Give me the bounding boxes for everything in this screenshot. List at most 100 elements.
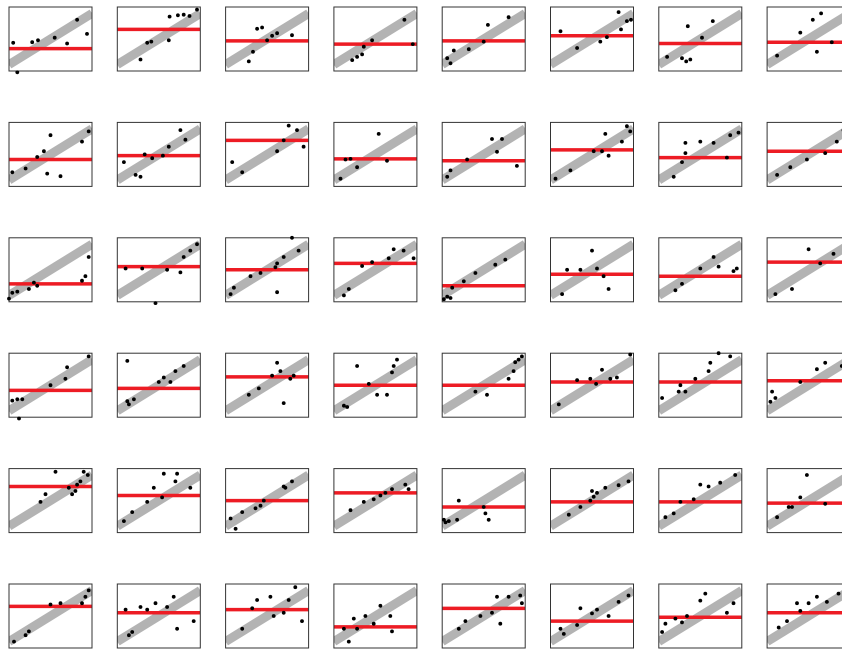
data-point (181, 364, 186, 368)
panel-plot-area (550, 124, 634, 184)
data-point (178, 270, 183, 275)
data-point (790, 287, 794, 291)
data-point (246, 59, 251, 64)
panel-r5-c4 (333, 468, 418, 534)
data-point (810, 17, 815, 22)
panel-frame (766, 6, 842, 72)
data-point (7, 296, 11, 301)
panel-plot-area (550, 9, 634, 69)
data-point (693, 376, 698, 381)
reference-line (117, 240, 201, 300)
data-point (150, 156, 155, 161)
data-point (834, 139, 839, 144)
data-point (81, 469, 86, 474)
data-point (603, 132, 608, 136)
data-point (578, 606, 583, 611)
data-point (401, 248, 406, 253)
data-point (558, 626, 563, 631)
panel-plot-area (225, 471, 309, 531)
data-point (615, 375, 619, 380)
panel-frame (116, 468, 201, 534)
data-point (171, 594, 176, 599)
data-point (366, 382, 371, 386)
data-point (560, 292, 564, 296)
data-point (123, 607, 128, 612)
data-point (706, 484, 711, 489)
data-point (130, 630, 135, 634)
panel-plot-area (333, 471, 417, 531)
data-point (616, 483, 621, 488)
reference-line (550, 355, 634, 415)
data-point (456, 626, 461, 631)
data-point (85, 473, 90, 477)
data-point (75, 482, 79, 487)
data-point (556, 402, 561, 407)
data-point (386, 256, 391, 261)
data-point (805, 473, 809, 477)
data-point (80, 601, 84, 606)
data-point (191, 619, 196, 623)
data-point (286, 123, 291, 128)
reference-line (9, 9, 92, 69)
data-point (32, 280, 36, 285)
data-point (175, 626, 180, 631)
data-point (698, 598, 703, 603)
data-point (35, 155, 40, 159)
data-point (383, 491, 388, 495)
data-point (671, 174, 676, 179)
data-point (230, 160, 235, 165)
data-point (676, 389, 681, 394)
reference-line (767, 243, 842, 300)
panel-r1-c7 (658, 6, 743, 72)
panel-frame (441, 468, 526, 534)
data-point (371, 621, 376, 626)
data-point (65, 365, 69, 370)
data-point (485, 392, 489, 397)
data-point (83, 274, 88, 279)
data-point (553, 176, 558, 181)
data-point (12, 639, 16, 644)
data-point (823, 501, 828, 506)
data-point (605, 35, 609, 39)
data-point (575, 623, 579, 627)
data-point (770, 389, 774, 394)
panel-plot-area (550, 355, 634, 415)
data-point (498, 621, 503, 626)
data-point (839, 364, 842, 368)
reference-line (225, 355, 309, 415)
data-point (481, 39, 486, 44)
data-point (626, 479, 631, 484)
panel-frame (766, 352, 842, 418)
reference-line (767, 474, 842, 531)
data-point (503, 257, 508, 262)
panel-frame (116, 583, 201, 649)
panel-plot-area (117, 124, 201, 184)
panel-plot-area (225, 240, 309, 300)
data-point (35, 283, 40, 288)
data-point (606, 153, 611, 158)
data-point (680, 56, 684, 61)
data-point (490, 137, 494, 141)
data-point (291, 373, 296, 378)
data-point (86, 354, 91, 359)
data-point (673, 288, 678, 293)
data-point (78, 479, 83, 484)
data-point (680, 282, 684, 286)
panel-frame (116, 352, 201, 418)
data-point (138, 605, 143, 609)
data-point (775, 515, 779, 520)
data-point (10, 398, 15, 403)
data-point (271, 614, 276, 618)
data-point (188, 485, 193, 490)
data-point (283, 485, 288, 490)
data-point (250, 606, 255, 611)
data-point (122, 160, 126, 165)
data-point (246, 392, 251, 397)
data-point (125, 359, 130, 363)
data-point (15, 289, 20, 294)
data-point (734, 266, 739, 271)
data-point (798, 609, 803, 613)
data-point (628, 352, 633, 357)
data-point (823, 151, 828, 156)
